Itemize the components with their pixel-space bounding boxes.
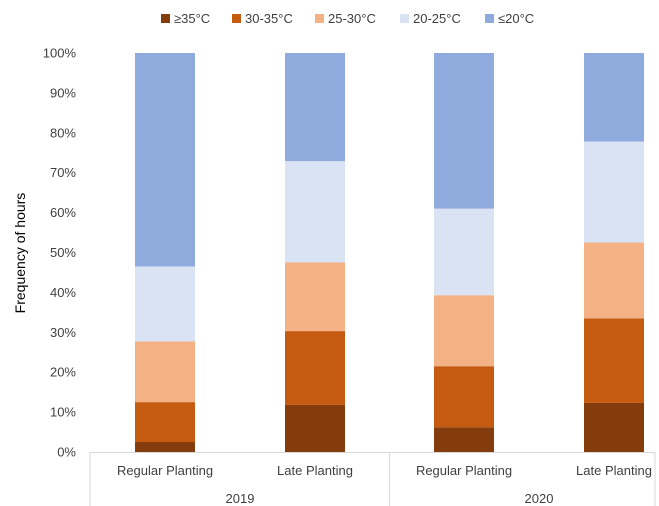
y-tick-label: 30% [50, 325, 76, 340]
x-tick-label: Late Planting [576, 463, 652, 478]
legend-label-4: ≤20°C [498, 11, 534, 26]
x-group-label: 2019 [226, 491, 255, 506]
bar-segment-0-1 [135, 402, 195, 443]
x-axis: Regular Planting Late Planting Regular Pla… [117, 463, 652, 478]
y-tick-label: 20% [50, 365, 76, 380]
bar-segment-1-3 [285, 161, 345, 263]
bar-segment-1-1 [285, 331, 345, 405]
legend-label-2: 25-30°C [328, 11, 376, 26]
bar-segment-3-1 [584, 318, 644, 403]
y-tick-label: 10% [50, 405, 76, 420]
legend-swatch-1 [232, 14, 241, 23]
plot-area [135, 53, 644, 452]
y-tick-label: 60% [50, 205, 76, 220]
y-tick-label: 90% [50, 85, 76, 100]
y-tick-label: 80% [50, 125, 76, 140]
legend: ≥35°C 30-35°C 25-30°C 20-25°C ≤20°C [161, 11, 534, 26]
y-tick-label: 100% [43, 46, 77, 61]
bar-segment-2-1 [434, 366, 494, 428]
y-axis: 0% 10% 20% 30% 40% 50% 60% 70% 80% 90% 100% [43, 46, 77, 460]
x-tick-label: Regular Planting [416, 463, 512, 478]
y-tick-label: 0% [57, 445, 76, 460]
legend-label-1: 30-35°C [245, 11, 293, 26]
legend-label-3: 20-25°C [413, 11, 461, 26]
bar-segment-3-4 [584, 53, 644, 142]
bar-segment-3-0 [584, 402, 644, 452]
legend-swatch-2 [315, 14, 324, 23]
x-axis-groups: 2019 2020 [89, 452, 656, 506]
x-tick-label: Late Planting [277, 463, 353, 478]
bar-segment-0-0 [135, 442, 195, 452]
y-tick-label: 40% [50, 285, 76, 300]
legend-swatch-3 [400, 14, 409, 23]
legend-swatch-0 [161, 14, 170, 23]
legend-swatch-4 [485, 14, 494, 23]
bar-segment-3-3 [584, 141, 644, 243]
x-group-label: 2020 [525, 491, 554, 506]
x-tick-label: Regular Planting [117, 463, 213, 478]
bar-segment-0-4 [135, 53, 195, 267]
bar-segment-2-3 [434, 208, 494, 296]
bar-segment-3-2 [584, 242, 644, 319]
y-tick-label: 70% [50, 165, 76, 180]
y-axis-label: Frequency of hours [12, 193, 28, 314]
bar-segment-0-3 [135, 266, 195, 342]
y-tick-label: 50% [50, 245, 76, 260]
bar-segment-2-4 [434, 53, 494, 209]
bar-segment-1-2 [285, 262, 345, 332]
legend-label-0: ≥35°C [174, 11, 210, 26]
bar-segment-0-2 [135, 341, 195, 403]
bar-segment-2-0 [434, 427, 494, 452]
bar-segment-1-4 [285, 53, 345, 162]
bar-segment-1-0 [285, 404, 345, 452]
bar-segment-2-2 [434, 295, 494, 367]
